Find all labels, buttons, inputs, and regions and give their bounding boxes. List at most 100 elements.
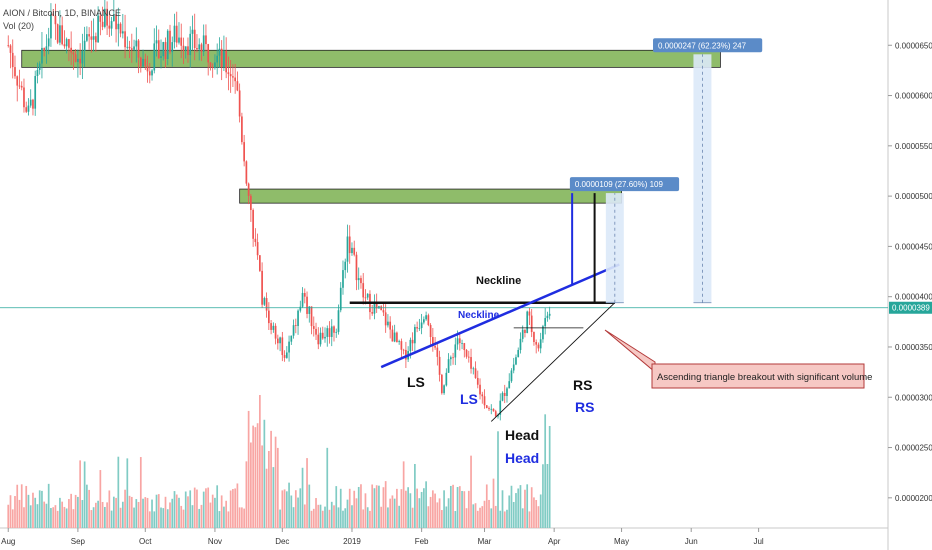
candle-body (387, 321, 389, 326)
volume-bar (423, 488, 425, 528)
candle-body (83, 40, 86, 51)
volume-bar (535, 500, 538, 528)
candle-body (106, 8, 108, 26)
candle-body (175, 25, 178, 43)
candle-body (411, 339, 414, 344)
candle-body (220, 48, 223, 68)
volume-bar (360, 484, 362, 528)
triangle-support-line (490, 302, 616, 422)
candle-body (371, 312, 374, 314)
candle-body (281, 337, 284, 356)
volume-bar (476, 510, 479, 528)
volume-bar (312, 508, 315, 528)
candle-body (128, 46, 131, 49)
volume-bar (171, 498, 174, 528)
candle-body (112, 14, 115, 22)
volume-bar (106, 502, 108, 528)
volume-bar (429, 496, 432, 528)
candle-body (184, 46, 187, 51)
head-label-blue: Head (505, 450, 539, 466)
head-label-black: Head (505, 427, 539, 443)
candle-body (139, 57, 142, 67)
volume-bar (157, 494, 160, 528)
candle-body (310, 306, 313, 327)
candle-body (530, 315, 533, 333)
volume-bar (427, 506, 430, 528)
candle-body (526, 311, 529, 334)
volume-bar (196, 489, 198, 528)
volume-bar (254, 427, 257, 528)
candle-body (476, 377, 479, 385)
volume-bar (501, 490, 504, 528)
candle-body (43, 47, 46, 51)
candle-body (449, 357, 452, 360)
volume-bar (499, 510, 502, 528)
volume-bar (160, 507, 162, 528)
volume-bar (443, 490, 445, 528)
candle-body (364, 297, 367, 299)
candle-body (254, 238, 257, 243)
volume-bar (506, 509, 508, 528)
candle-body (393, 332, 396, 342)
volume-bar (202, 491, 205, 528)
volume-bar (346, 499, 349, 528)
volume-bar (14, 496, 16, 528)
volume-bar (133, 507, 135, 528)
x-tick-label: Feb (415, 537, 429, 546)
candle-body (9, 45, 12, 53)
candle-body (382, 310, 385, 313)
candle-body (103, 8, 106, 27)
candle-body (270, 323, 272, 330)
volume-bar (263, 419, 266, 528)
volume-bar (510, 485, 513, 528)
volume-bar (164, 496, 167, 528)
candle-body (41, 47, 43, 64)
candle-body (74, 54, 77, 62)
candle-body (420, 322, 423, 329)
volume-bar (364, 493, 367, 528)
candle-body (63, 44, 66, 47)
candle-body (146, 65, 149, 72)
symbol-title: AION / Bitcoin, 1D, BINANCE (3, 8, 122, 18)
ls-label-blue: LS (460, 391, 478, 407)
candle-body (366, 293, 369, 298)
volume-bar (95, 502, 97, 528)
volume-bar (146, 497, 149, 528)
volume-bar (166, 509, 169, 528)
y-tick-label: 0.0000550 (895, 142, 932, 151)
candle-body (54, 15, 57, 25)
volume-indicator-label: Vol (20) (3, 21, 35, 31)
candle-body (267, 310, 270, 324)
volume-bar (227, 511, 230, 528)
candle-body (153, 43, 156, 71)
candle-body (11, 52, 14, 68)
volume-bar (267, 450, 270, 528)
candle-body (155, 40, 158, 44)
candle-body (79, 58, 81, 64)
candle-body (7, 45, 10, 47)
volume-bar (539, 494, 542, 528)
candle-body (23, 87, 25, 108)
candle-body (225, 50, 228, 73)
volume-bar (173, 491, 176, 528)
volume-bar (414, 463, 416, 528)
volume-bar (9, 495, 12, 528)
candle-body (34, 75, 37, 109)
candle-body (14, 67, 16, 77)
volume-bar (355, 498, 358, 528)
volume-bar (362, 509, 365, 528)
volume-bar (45, 503, 48, 528)
candle-body (182, 45, 185, 51)
volume-bar (245, 461, 248, 528)
volume-bar (384, 481, 387, 528)
volume-bar (175, 494, 178, 528)
candle-body (427, 315, 430, 325)
candle-body (263, 298, 266, 305)
candle-body (405, 349, 407, 360)
volume-bar (250, 442, 252, 528)
volume-bar (409, 493, 412, 528)
candle-body (447, 359, 450, 373)
candle-body (256, 242, 259, 256)
candle-body (506, 388, 508, 396)
